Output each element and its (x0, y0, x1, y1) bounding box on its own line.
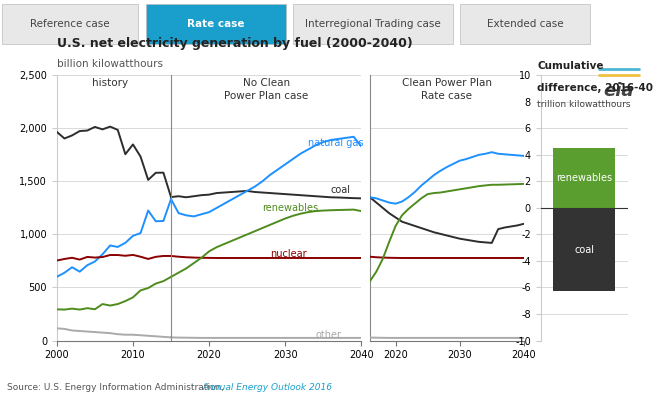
Text: difference, 2016-40: difference, 2016-40 (537, 83, 653, 93)
Text: natural gas: natural gas (308, 138, 363, 148)
Text: Clean Power Plan
Rate case: Clean Power Plan Rate case (402, 78, 492, 101)
Text: other: other (316, 330, 342, 340)
Text: Reference case: Reference case (30, 19, 110, 29)
Text: Rate case: Rate case (187, 19, 244, 29)
Bar (2, 4, 138, 44)
Text: eia: eia (603, 82, 634, 100)
Bar (460, 4, 590, 44)
Bar (553, 148, 615, 208)
Text: coal: coal (331, 185, 351, 195)
Text: coal: coal (574, 245, 594, 255)
Text: Source: U.S. Energy Information Administration,: Source: U.S. Energy Information Administ… (7, 383, 227, 392)
Text: No Clean
Power Plan case: No Clean Power Plan case (224, 78, 308, 101)
Text: Interregional Trading case: Interregional Trading case (305, 19, 441, 29)
Text: Annual Energy Outlook 2016: Annual Energy Outlook 2016 (202, 383, 332, 392)
Bar (553, 208, 615, 291)
Text: U.S. net electricity generation by fuel (2000-2040): U.S. net electricity generation by fuel … (57, 36, 413, 50)
Text: renewables: renewables (556, 173, 612, 183)
Text: renewables: renewables (262, 203, 318, 213)
Bar (146, 4, 286, 44)
Text: history: history (92, 78, 128, 88)
Text: billion kilowatthours: billion kilowatthours (57, 59, 163, 69)
Text: Cumulative: Cumulative (537, 61, 603, 71)
Text: nuclear: nuclear (270, 249, 306, 259)
Bar (293, 4, 453, 44)
Text: Extended case: Extended case (487, 19, 563, 29)
Text: trillion kilowatthours: trillion kilowatthours (537, 100, 631, 109)
